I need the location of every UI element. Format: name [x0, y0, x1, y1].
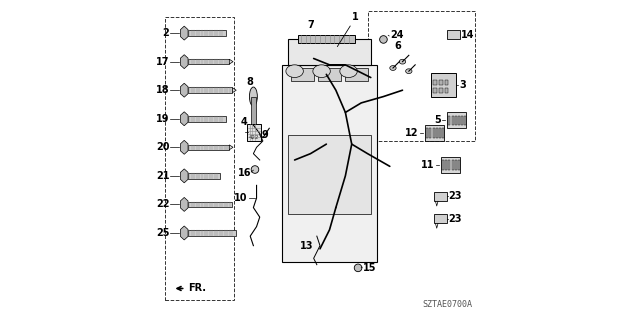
Bar — [447, 112, 466, 128]
Bar — [288, 135, 371, 214]
Text: 9: 9 — [261, 130, 268, 140]
Bar — [291, 68, 314, 81]
Text: 6: 6 — [394, 41, 401, 51]
Text: 25: 25 — [156, 228, 170, 238]
Polygon shape — [180, 226, 188, 240]
Bar — [465, 116, 466, 125]
Polygon shape — [180, 26, 188, 40]
Text: 15: 15 — [363, 263, 376, 273]
Ellipse shape — [390, 66, 396, 70]
Text: 19: 19 — [156, 114, 170, 124]
Bar — [188, 230, 236, 236]
Bar — [436, 128, 438, 138]
Bar — [439, 88, 443, 93]
Text: 2: 2 — [163, 28, 170, 38]
Bar — [188, 59, 229, 64]
Bar — [425, 125, 444, 141]
Bar — [458, 116, 460, 125]
Bar — [455, 160, 457, 170]
Bar — [439, 128, 441, 138]
Bar — [431, 73, 456, 97]
Text: 22: 22 — [156, 199, 170, 209]
Text: 24: 24 — [390, 30, 403, 40]
Bar — [449, 160, 451, 170]
Bar — [433, 128, 435, 138]
Bar — [455, 116, 457, 125]
Text: 14: 14 — [461, 30, 475, 40]
Bar — [188, 30, 226, 36]
Text: 8: 8 — [247, 77, 253, 87]
Bar — [433, 80, 437, 85]
Ellipse shape — [250, 87, 257, 106]
Bar — [449, 116, 451, 125]
Bar — [319, 68, 340, 81]
Bar — [439, 80, 443, 85]
Ellipse shape — [340, 65, 357, 77]
Bar — [426, 128, 428, 138]
Polygon shape — [180, 197, 188, 212]
Text: 17: 17 — [156, 57, 170, 67]
Polygon shape — [180, 140, 188, 154]
Bar — [440, 157, 460, 173]
Bar — [445, 160, 447, 170]
Polygon shape — [180, 55, 188, 69]
Bar — [188, 145, 229, 150]
Bar — [433, 88, 437, 93]
Bar — [461, 116, 463, 125]
Bar — [429, 128, 431, 138]
Polygon shape — [180, 169, 188, 183]
Text: FR.: FR. — [177, 284, 206, 293]
Bar — [442, 128, 444, 138]
Ellipse shape — [406, 69, 412, 74]
Text: 7: 7 — [307, 20, 314, 30]
Bar — [434, 214, 447, 223]
Ellipse shape — [313, 65, 330, 77]
Bar — [188, 202, 232, 207]
Bar — [188, 173, 220, 179]
Polygon shape — [229, 145, 233, 150]
Text: 20: 20 — [156, 142, 170, 152]
Text: 11: 11 — [420, 160, 434, 170]
Text: 18: 18 — [156, 85, 170, 95]
Text: 13: 13 — [300, 241, 314, 251]
Bar — [458, 160, 460, 170]
Text: 10: 10 — [234, 193, 247, 203]
Circle shape — [355, 264, 362, 272]
Circle shape — [251, 166, 259, 173]
Ellipse shape — [399, 59, 406, 64]
Text: SZTAE0700A: SZTAE0700A — [422, 300, 472, 309]
Bar — [288, 39, 371, 65]
Bar — [447, 30, 460, 39]
Text: 4: 4 — [240, 117, 247, 127]
Bar — [188, 116, 226, 122]
Ellipse shape — [286, 65, 303, 77]
Text: 16: 16 — [238, 168, 252, 178]
Text: 422: 422 — [249, 135, 259, 140]
Bar — [282, 65, 377, 261]
Text: 23: 23 — [449, 191, 462, 202]
Polygon shape — [180, 112, 188, 126]
Polygon shape — [180, 83, 188, 97]
Polygon shape — [229, 59, 233, 64]
Bar — [442, 160, 444, 170]
Bar — [346, 68, 367, 81]
Text: 5: 5 — [434, 115, 440, 125]
Polygon shape — [232, 88, 236, 93]
Text: 1: 1 — [351, 12, 358, 22]
Text: 12: 12 — [405, 128, 419, 138]
Bar — [247, 124, 261, 141]
Text: 23: 23 — [449, 214, 462, 224]
Bar — [452, 116, 454, 125]
Text: 21: 21 — [156, 171, 170, 181]
Bar — [452, 160, 454, 170]
Bar — [434, 192, 447, 201]
Bar — [298, 35, 355, 43]
Bar — [188, 87, 232, 93]
Bar — [251, 97, 256, 125]
Circle shape — [380, 36, 387, 43]
Text: 3: 3 — [460, 80, 467, 91]
Bar — [445, 80, 449, 85]
Bar — [445, 88, 449, 93]
